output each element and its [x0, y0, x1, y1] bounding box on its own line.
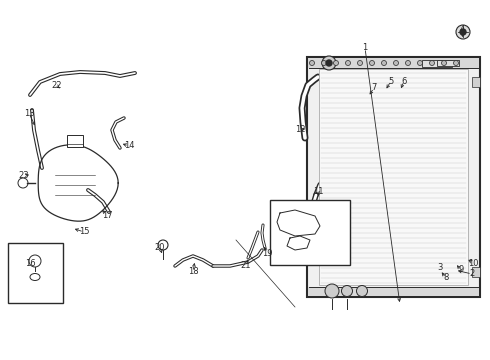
Circle shape	[322, 56, 336, 70]
Circle shape	[310, 60, 315, 66]
Text: 13: 13	[24, 108, 34, 117]
Text: 14: 14	[124, 141, 134, 150]
Text: 1: 1	[363, 44, 368, 53]
Text: 19: 19	[262, 248, 272, 257]
Circle shape	[406, 60, 411, 66]
Circle shape	[441, 60, 446, 66]
Text: 12: 12	[295, 126, 305, 135]
Text: 17: 17	[102, 211, 112, 220]
Text: 21: 21	[241, 261, 251, 270]
Circle shape	[357, 285, 368, 297]
Text: 22: 22	[52, 81, 62, 90]
Circle shape	[430, 60, 435, 66]
Text: 4: 4	[460, 26, 465, 35]
Circle shape	[358, 60, 363, 66]
Circle shape	[382, 60, 387, 66]
Bar	[8, 243, 63, 303]
Circle shape	[342, 285, 352, 297]
Circle shape	[369, 60, 374, 66]
Bar	[308, 287, 479, 296]
Text: 10: 10	[468, 258, 478, 267]
Text: 9: 9	[458, 266, 464, 274]
Bar	[319, 69, 468, 285]
Circle shape	[321, 60, 326, 66]
Circle shape	[325, 284, 339, 298]
Text: 15: 15	[79, 228, 89, 237]
Circle shape	[460, 29, 466, 35]
Text: 8: 8	[443, 274, 449, 283]
Circle shape	[334, 60, 339, 66]
Circle shape	[326, 60, 332, 66]
Circle shape	[393, 60, 398, 66]
Text: 16: 16	[24, 260, 35, 269]
Text: 23: 23	[19, 171, 29, 180]
Circle shape	[454, 60, 459, 66]
Bar	[472, 267, 480, 277]
Text: 6: 6	[401, 77, 407, 85]
Bar	[308, 58, 479, 68]
Text: 5: 5	[389, 77, 393, 85]
Text: 2: 2	[469, 270, 475, 279]
Bar	[472, 77, 480, 87]
Text: 11: 11	[313, 188, 323, 197]
Bar	[437, 60, 459, 66]
Bar	[67, 135, 83, 147]
Circle shape	[417, 60, 422, 66]
Text: 18: 18	[188, 267, 198, 276]
Bar	[422, 60, 452, 67]
Bar	[307, 57, 480, 297]
Circle shape	[456, 25, 470, 39]
Text: 20: 20	[155, 243, 165, 252]
Text: 7: 7	[371, 84, 377, 93]
Circle shape	[345, 60, 350, 66]
Text: 3: 3	[437, 262, 442, 271]
Bar	[270, 200, 350, 265]
